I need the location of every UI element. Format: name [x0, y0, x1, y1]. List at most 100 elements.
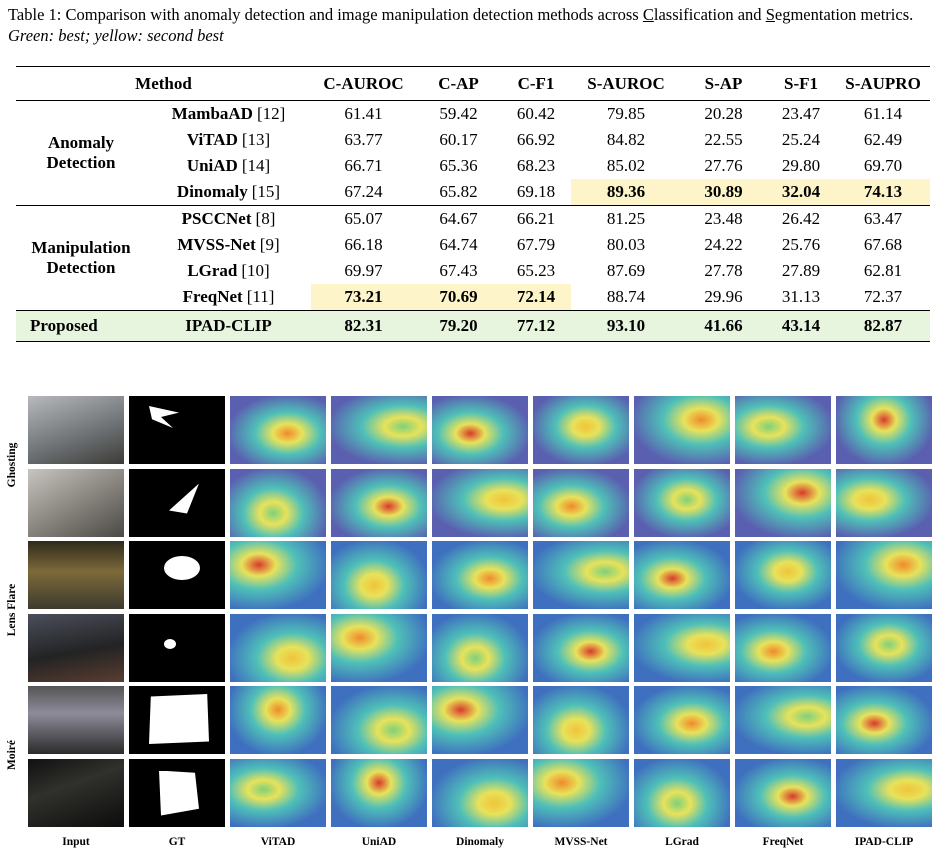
value-cell: 65.07	[311, 205, 417, 232]
caption: Table 1: Comparison with anomaly detecti…	[8, 4, 943, 46]
heatmap-image	[432, 541, 528, 609]
heatmap-image	[432, 613, 528, 682]
heatmap-image	[331, 758, 427, 827]
value-cell: 80.03	[606, 235, 646, 254]
method-name: PSCCNet	[181, 209, 252, 228]
group-name: Anomaly Detection	[46, 133, 116, 172]
heatmap-image	[331, 686, 427, 754]
value-cell: 60.17	[439, 130, 478, 149]
mask-region	[149, 694, 209, 744]
column-header: S-AUPRO	[845, 73, 921, 93]
method-cell: ViTAD [13]	[146, 127, 311, 153]
value-cell: 67.68	[863, 235, 903, 254]
column-header: S-AUROC	[587, 73, 665, 93]
caption-text: Table 1: Comparison with anomaly detecti…	[8, 5, 643, 24]
column-header: C-AP	[438, 73, 479, 93]
group-name: Proposed	[16, 310, 146, 342]
heatmap-image	[634, 468, 730, 537]
value-cell: 70.69	[416, 284, 502, 311]
mask-region	[169, 483, 199, 514]
heatmap-image	[634, 396, 730, 464]
value-cell: 31.13	[781, 287, 821, 306]
method-ref: [14]	[241, 156, 271, 175]
value-cell: 29.80	[781, 156, 821, 175]
value-cell: 63.77	[344, 130, 383, 149]
value-cell: 65.82	[439, 182, 478, 201]
value-cell: 61.14	[863, 104, 903, 123]
heatmap-image	[230, 758, 326, 827]
heatmap-image	[634, 541, 730, 609]
method-cell: Dinomaly [15]	[146, 179, 311, 206]
method-ref: [15]	[251, 182, 281, 201]
mask-region	[164, 638, 176, 649]
method-ref: [8]	[255, 209, 276, 228]
value-cell: 69.97	[344, 261, 383, 280]
value-cell: 85.02	[606, 156, 646, 175]
method-name: FreqNet	[182, 287, 243, 306]
heatmap-image	[735, 396, 831, 464]
row-label: Lens Flare	[6, 583, 18, 636]
value-cell: 20.28	[704, 104, 743, 123]
method-ref: [11]	[246, 287, 275, 306]
value-cell: 60.42	[516, 104, 556, 123]
ground-truth-mask	[129, 758, 225, 827]
value-cell: 68.23	[516, 156, 556, 175]
method-ref: [9]	[259, 235, 280, 254]
value-cell: 32.04	[766, 179, 837, 206]
value-cell: 64.74	[439, 235, 478, 254]
value-cell: 25.24	[781, 130, 821, 149]
table-row: ViTAD [13] 63.77 60.17 66.92 84.82 22.55 25.24 6…	[16, 127, 930, 153]
value-cell: 73.21	[311, 284, 417, 311]
value-cell: 27.78	[704, 261, 743, 280]
column-label: LGrad	[665, 836, 699, 848]
ground-truth-mask	[129, 396, 225, 464]
qualitative-figure: Ghosting Lens Flare Moiré Input GT ViTAD UniAD…	[0, 396, 949, 857]
value-cell: 62.49	[863, 130, 903, 149]
comparison-table: Method C-AUROC C-AP C-F1 S-AUROC S-AP S-F1 S-AU…	[16, 66, 931, 342]
method-name: MambaAD	[171, 104, 253, 123]
heatmap-image	[735, 468, 831, 537]
mask-region	[164, 556, 200, 580]
value-cell: 79.20	[416, 310, 502, 342]
value-cell: 65.23	[516, 261, 556, 280]
table-body: Anomaly Detection MambaAD [12] 61.41 59.42 60…	[16, 101, 931, 342]
mask-region	[159, 770, 199, 816]
value-cell: 29.96	[704, 287, 743, 306]
table-row: Anomaly Detection MambaAD [12] 61.41 59.42 60…	[16, 101, 930, 172]
ground-truth-mask	[129, 613, 225, 682]
value-cell: 61.41	[344, 104, 383, 123]
value-cell: 66.92	[516, 130, 556, 149]
value-cell: 89.36	[571, 179, 682, 206]
heatmap-image	[836, 396, 932, 464]
method-cell: UniAD [14]	[146, 153, 311, 179]
method-name: MVSS-Net	[177, 235, 256, 254]
heatmap-image	[331, 396, 427, 464]
value-cell: 79.85	[606, 104, 646, 123]
column-label: UniAD	[361, 836, 397, 848]
value-cell: 67.24	[344, 182, 383, 201]
caption-text: egmentation metrics.	[774, 5, 914, 24]
method-ref: [12]	[256, 104, 286, 123]
heatmap-image	[533, 396, 629, 464]
heatmap-image	[634, 758, 730, 827]
heatmap-image	[836, 758, 932, 827]
input-image	[28, 686, 124, 754]
heatmap-image	[836, 613, 932, 682]
column-label: Dinomaly	[456, 836, 504, 848]
heatmap-image	[230, 686, 326, 754]
input-image	[28, 613, 124, 682]
heatmap-image	[634, 686, 730, 754]
value-cell: 62.81	[863, 261, 903, 280]
value-cell: 66.71	[344, 156, 383, 175]
caption-text: lassification and	[653, 5, 766, 24]
value-cell: 23.47	[781, 104, 821, 123]
value-cell: 72.14	[501, 284, 572, 311]
heatmap-image	[634, 613, 730, 682]
table-row: LGrad [10] 69.97 67.43 65.23 87.69 27.78 27.89 6…	[16, 258, 930, 284]
ground-truth-mask	[129, 541, 225, 609]
value-cell: 69.70	[863, 156, 903, 175]
table-row: Manipulation Detection PSCCNet [8] 65.07 64.…	[16, 205, 931, 311]
value-cell: 23.48	[681, 205, 767, 232]
heatmap-image	[230, 396, 326, 464]
